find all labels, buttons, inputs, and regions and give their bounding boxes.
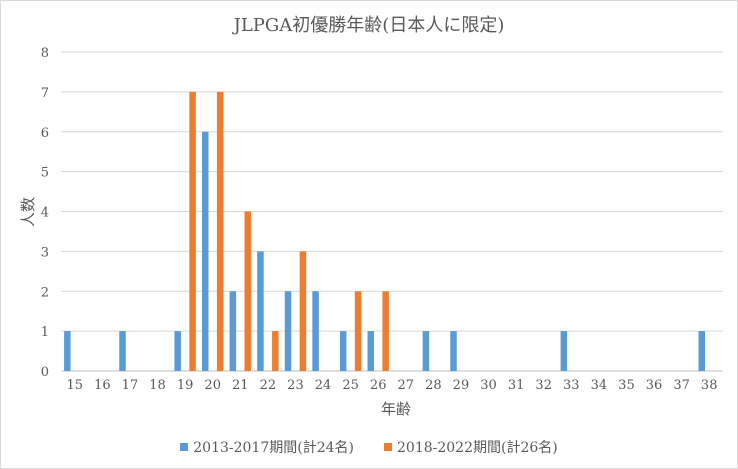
x-tick-label: 33 bbox=[563, 378, 580, 393]
bar-series-2-age-20 bbox=[216, 91, 224, 371]
y-tick-label: 4 bbox=[41, 206, 49, 221]
x-tick-label: 26 bbox=[370, 378, 387, 393]
legend-label-series-1: 2013-2017期間(計24名) bbox=[193, 440, 354, 456]
x-tick-label: 24 bbox=[315, 378, 332, 393]
bar-series-1-age-28 bbox=[422, 331, 430, 371]
x-tick-label: 34 bbox=[591, 378, 608, 393]
bar-series-2-age-25 bbox=[354, 291, 362, 371]
x-tick-label: 17 bbox=[122, 378, 139, 393]
bar-series-1-age-29 bbox=[450, 331, 457, 371]
x-axis-title: 年齢 bbox=[381, 400, 411, 418]
x-tick-label: 25 bbox=[342, 378, 359, 393]
bar-series-1-age-24 bbox=[312, 291, 319, 371]
x-tick-label: 23 bbox=[287, 378, 304, 393]
bar-series-1-age-38 bbox=[698, 331, 706, 371]
legend-label-series-2: 2018-2022期間(計26名) bbox=[397, 440, 558, 456]
y-tick-label: 7 bbox=[41, 86, 49, 101]
legend-item-series-1: 2013-2017期間(計24名) bbox=[180, 437, 354, 457]
y-tick-label: 8 bbox=[41, 46, 49, 61]
x-tick-label: 30 bbox=[480, 378, 497, 393]
x-tick-label: 16 bbox=[94, 378, 111, 393]
y-tick-label: 5 bbox=[41, 166, 49, 181]
bar-series-1-age-33 bbox=[560, 331, 568, 371]
x-tick-label: 15 bbox=[67, 378, 84, 393]
y-tick-label: 1 bbox=[41, 325, 49, 340]
bar-series-1-age-17 bbox=[119, 331, 126, 371]
x-tick-label: 20 bbox=[204, 378, 221, 393]
bar-series-1-age-21 bbox=[229, 291, 237, 371]
x-tick-label: 27 bbox=[398, 378, 415, 393]
x-tick-label: 32 bbox=[535, 378, 552, 393]
bar-series-2-age-19 bbox=[189, 91, 196, 371]
bar-series-2-age-26 bbox=[382, 291, 389, 371]
x-tick-label: 21 bbox=[232, 378, 249, 393]
bar-series-1-age-23 bbox=[284, 291, 292, 371]
x-tick-label: 28 bbox=[425, 378, 442, 393]
x-tick-label: 37 bbox=[673, 378, 690, 393]
legend-item-series-2: 2018-2022期間(計26名) bbox=[384, 437, 558, 457]
bar-series-1-age-19 bbox=[174, 331, 181, 371]
legend: 2013-2017期間(計24名) 2018-2022期間(計26名) bbox=[1, 437, 737, 457]
legend-swatch-series-2 bbox=[384, 443, 392, 451]
x-tick-label: 31 bbox=[508, 378, 525, 393]
x-tick-label: 38 bbox=[701, 378, 718, 393]
x-tick-label: 29 bbox=[453, 378, 470, 393]
bar-series-1-age-20 bbox=[202, 131, 209, 371]
bar-series-2-age-23 bbox=[299, 251, 307, 371]
legend-swatch-series-1 bbox=[180, 443, 189, 451]
bar-series-1-age-15 bbox=[64, 331, 71, 371]
bar-series-1-age-26 bbox=[367, 331, 375, 371]
y-tick-label: 6 bbox=[41, 126, 49, 141]
x-tick-label: 35 bbox=[618, 378, 635, 393]
y-tick-label: 3 bbox=[41, 245, 49, 260]
y-axis-title: 人数 bbox=[19, 197, 37, 227]
x-tick-label: 22 bbox=[260, 378, 277, 393]
bar-series-1-age-22 bbox=[257, 251, 264, 371]
bar-series-1-age-25 bbox=[339, 331, 347, 371]
y-tick-label: 2 bbox=[41, 285, 49, 300]
y-tick-label: 0 bbox=[41, 365, 49, 380]
bar-series-2-age-22 bbox=[272, 331, 279, 371]
x-tick-label: 18 bbox=[149, 378, 166, 393]
chart-title: JLPGA初優勝年齢(日本人に限定) bbox=[233, 15, 505, 36]
x-tick-label: 19 bbox=[177, 378, 194, 393]
bar-series-2-age-21 bbox=[244, 211, 251, 371]
x-tick-label: 36 bbox=[646, 378, 663, 393]
